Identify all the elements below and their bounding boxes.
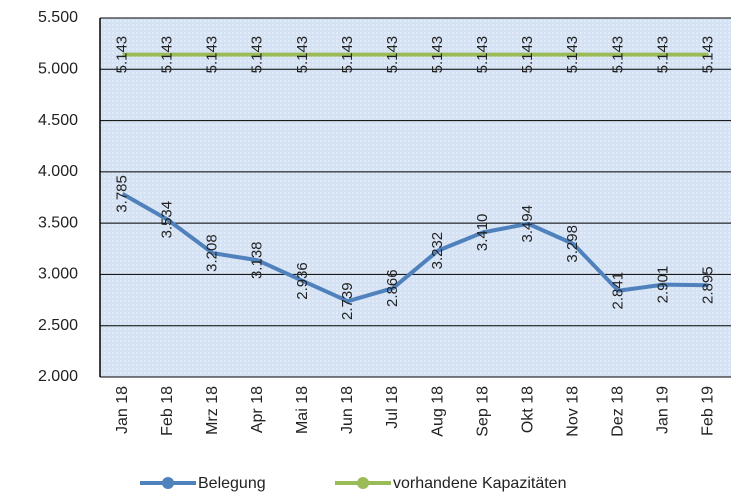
data-label: 5.143	[114, 36, 131, 74]
data-label: 5.143	[429, 36, 446, 74]
data-label: 5.143	[159, 36, 176, 74]
data-label: 5.143	[294, 36, 311, 74]
data-label: 5.143	[654, 36, 671, 74]
y-tick-label: 5.500	[38, 9, 78, 26]
y-tick-label: 3.000	[38, 266, 78, 283]
x-tick-label: Nov 18	[564, 386, 581, 437]
data-label: 3.410	[474, 214, 491, 252]
x-tick-label: Jul 18	[384, 386, 401, 429]
data-label: 2.936	[294, 262, 311, 300]
data-label: 3.494	[519, 205, 536, 243]
data-label: 3.208	[204, 234, 221, 272]
data-label: 3.785	[114, 175, 131, 213]
legend-label: vorhandene Kapazitäten	[393, 475, 566, 492]
y-tick-label: 3.500	[38, 214, 78, 231]
data-label: 5.143	[249, 36, 266, 74]
x-tick-label: Jan 19	[655, 386, 672, 434]
data-label: 5.143	[699, 36, 716, 74]
x-tick-label: Aug 18	[429, 386, 446, 437]
x-tick-label: Jan 18	[114, 386, 131, 434]
data-label: 2.901	[654, 266, 671, 304]
data-label: 3.232	[429, 232, 446, 270]
legend-label: Belegung	[198, 475, 266, 492]
y-tick-label: 4.000	[38, 163, 78, 180]
data-label: 5.143	[564, 36, 581, 74]
data-label: 5.143	[339, 36, 356, 74]
x-tick-label: Mrz 18	[204, 386, 221, 435]
x-tick-label: Feb 19	[700, 386, 717, 436]
data-label: 5.143	[474, 36, 491, 74]
x-tick-label: Jun 18	[339, 386, 356, 434]
x-tick-label: Apr 18	[249, 386, 266, 433]
y-tick-label: 5.000	[38, 61, 78, 78]
data-label: 3.534	[159, 201, 176, 239]
data-label: 3.298	[564, 225, 581, 263]
data-label: 5.143	[609, 36, 626, 74]
data-label: 2.866	[384, 269, 401, 307]
y-tick-label: 2.500	[38, 317, 78, 334]
x-tick-label: Okt 18	[519, 386, 536, 433]
data-label: 5.143	[519, 36, 536, 74]
plot-area	[100, 18, 731, 377]
data-label: 2.841	[609, 272, 626, 310]
series-line	[121, 192, 709, 304]
data-label: 5.143	[384, 36, 401, 74]
legend-marker	[357, 477, 369, 489]
x-tick-label: Dez 18	[610, 386, 627, 437]
x-tick-label: Feb 18	[159, 386, 176, 436]
data-label: 2.895	[699, 266, 716, 304]
x-tick-label: Sep 18	[474, 386, 491, 437]
x-tick-label: Mai 18	[294, 386, 311, 434]
y-tick-label: 2.000	[38, 368, 78, 385]
data-label: 5.143	[204, 36, 221, 74]
data-label: 2.739	[339, 282, 356, 320]
legend-marker	[162, 477, 174, 489]
y-tick-label: 4.500	[38, 112, 78, 129]
data-label: 3.138	[249, 242, 266, 280]
